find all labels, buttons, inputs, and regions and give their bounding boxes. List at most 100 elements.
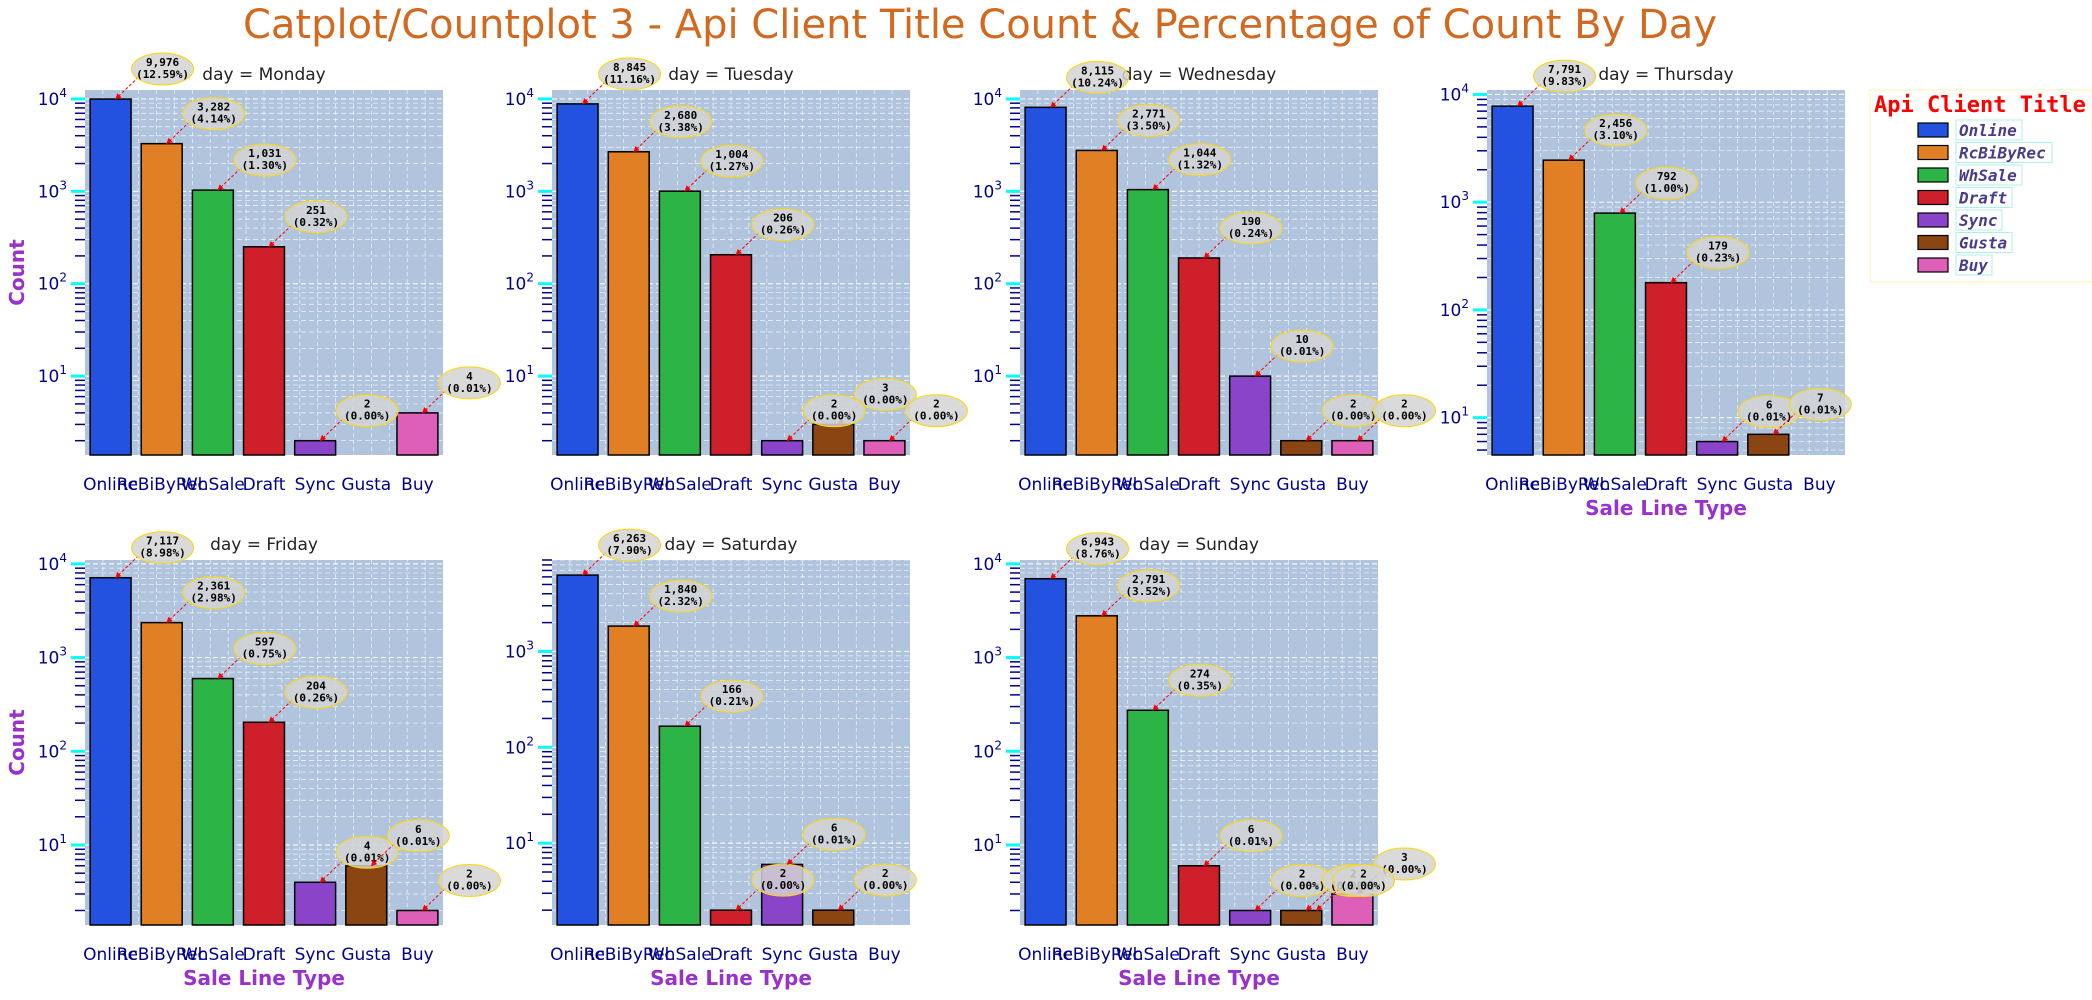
- annotation-arrow: [1356, 418, 1381, 442]
- annotation-arrow: [166, 600, 191, 624]
- bar-buy: [396, 412, 439, 456]
- y-tick-label: 101: [973, 363, 1002, 387]
- x-tick-label: RcBiByRec: [584, 475, 674, 495]
- annotation-box: [284, 200, 348, 234]
- annotation-box: [1219, 819, 1283, 853]
- bar-online: [89, 576, 132, 926]
- x-tick-label: Sync: [1230, 945, 1271, 965]
- x-tick-label: Online: [1485, 475, 1540, 495]
- legend-item-draft: Draft: [1958, 189, 2008, 208]
- annotation-box: [1219, 211, 1283, 245]
- bar-rcbibyrec: [140, 621, 183, 926]
- bar-rcbibyrec: [607, 151, 650, 456]
- x-axis-label: Sale Line Type: [1585, 496, 1747, 520]
- annotation-arrow: [1517, 83, 1541, 107]
- annotation-arrow: [1619, 190, 1644, 214]
- bar-annotation: 2(0.00%): [913, 398, 959, 423]
- bar-draft: [1177, 865, 1221, 926]
- annotation-box: [802, 394, 866, 428]
- bar-annotation: 2(0.00%): [1330, 398, 1376, 423]
- annotation-arrow: [217, 167, 242, 191]
- annotation-arrow: [1254, 888, 1279, 911]
- bar-annotation: 251 (0.32%): [293, 204, 339, 229]
- annotation-arrow: [633, 129, 658, 153]
- annotation-box: [131, 531, 195, 565]
- bar-online: [556, 103, 599, 456]
- y-tick-label: 102: [973, 271, 1002, 295]
- annotation-box: [233, 143, 297, 177]
- y-tick-label: 103: [38, 178, 67, 202]
- annotation-arrow: [115, 76, 139, 100]
- y-tick-label: 101: [38, 363, 67, 387]
- bar-annotation: 179 (0.23%): [1695, 240, 1741, 265]
- y-tick-label: 104: [973, 551, 1002, 575]
- x-tick-label: Draft: [243, 945, 286, 965]
- x-tick-label: WhSale: [648, 475, 712, 495]
- x-tick-label: Buy: [1336, 475, 1369, 495]
- x-tick-label: WhSale: [181, 475, 245, 495]
- legend-frame: [1869, 89, 2092, 283]
- y-axis-label: Count: [5, 239, 29, 306]
- bar-annotation: 6 (0.01%): [1228, 823, 1274, 848]
- bar-annotation: 4 (0.01%): [446, 370, 492, 395]
- bar-rcbibyrec: [1542, 159, 1585, 456]
- bar-annotation: 2(0.00%): [862, 867, 908, 892]
- legend-label-box: [1955, 142, 2053, 163]
- bar-annotation: 6,263 (7.90%): [606, 532, 652, 557]
- bar-annotation: 6 (0.01%): [1746, 399, 1792, 424]
- y-tick-label: 102: [1440, 297, 1469, 321]
- annotation-box: [182, 576, 246, 610]
- bar-draft: [1177, 257, 1221, 456]
- y-tick-label: 101: [973, 832, 1002, 856]
- annotation-arrow: [1305, 418, 1330, 442]
- x-tick-label: Gusta: [1743, 475, 1793, 495]
- x-tick-label: Draft: [1178, 945, 1221, 965]
- bar-annotation: 2,361 (2.98%): [191, 580, 237, 605]
- panel-title: day = Tuesday: [668, 65, 793, 85]
- annotation-arrow: [1316, 888, 1340, 911]
- annotation-box: [233, 632, 297, 666]
- legend-swatch: [1917, 257, 1949, 273]
- legend-item-buy: Buy: [1958, 256, 1988, 275]
- bar-annotation: 1,004 (1.27%): [709, 148, 755, 173]
- bar-annotation: 3 (0.00%): [862, 381, 908, 406]
- y-tick-label: 102: [973, 738, 1002, 762]
- bar-gusta: [1280, 909, 1323, 926]
- x-tick-label: Online: [83, 475, 138, 495]
- panel-thursday: 101 102 103 104 day = Thursday 7,791 (9.83%) 2,…: [1440, 59, 1852, 520]
- annotation-arrow: [1568, 137, 1593, 161]
- x-tick-label: Gusta: [808, 475, 858, 495]
- bar-gusta: [1747, 433, 1790, 456]
- figure-title: Catplot/Countplot 3 - Api Client Title C…: [242, 2, 1717, 48]
- x-axis-label: Sale Line Type: [650, 966, 812, 990]
- x-tick-label: RcBiByRec: [1052, 475, 1142, 495]
- panel-title: day = Thursday: [1598, 65, 1733, 85]
- bar-annotation: 2(0.00%): [1340, 867, 1386, 892]
- annotation-arrow: [319, 418, 344, 442]
- legend-label-box: [1955, 119, 2023, 141]
- bar-online: [1491, 105, 1534, 456]
- bar-annotation: 1,044 (1.32%): [1177, 147, 1223, 172]
- bar-annotation: 1,031 (1.30%): [242, 147, 288, 172]
- legend-label-box: [1955, 187, 2013, 208]
- x-tick-label: Sync: [295, 945, 336, 965]
- bar-annotation: 6 (0.01%): [395, 823, 441, 848]
- annotation-box: [386, 819, 450, 853]
- legend-swatch: [1917, 122, 1949, 138]
- bar-annotation: 6,943 (8.76%): [1074, 536, 1120, 561]
- annotation-box: [853, 863, 917, 897]
- annotation-box: [1533, 59, 1597, 93]
- annotation-arrow: [217, 656, 242, 679]
- annotation-box: [437, 863, 501, 897]
- bar-annotation: 4 (0.01%): [344, 839, 390, 864]
- x-axis-label: Sale Line Type: [1118, 966, 1280, 990]
- annotation-arrow: [115, 555, 139, 579]
- legend-label-box: [1955, 232, 2013, 253]
- bar-sync: [1228, 909, 1272, 926]
- x-tick-label: Buy: [868, 945, 901, 965]
- annotation-box: [598, 528, 662, 562]
- panel-title: day = Friday: [210, 535, 318, 555]
- y-tick-label: 103: [505, 638, 534, 662]
- x-tick-label: Sync: [1230, 475, 1271, 495]
- annotation-box: [131, 52, 195, 86]
